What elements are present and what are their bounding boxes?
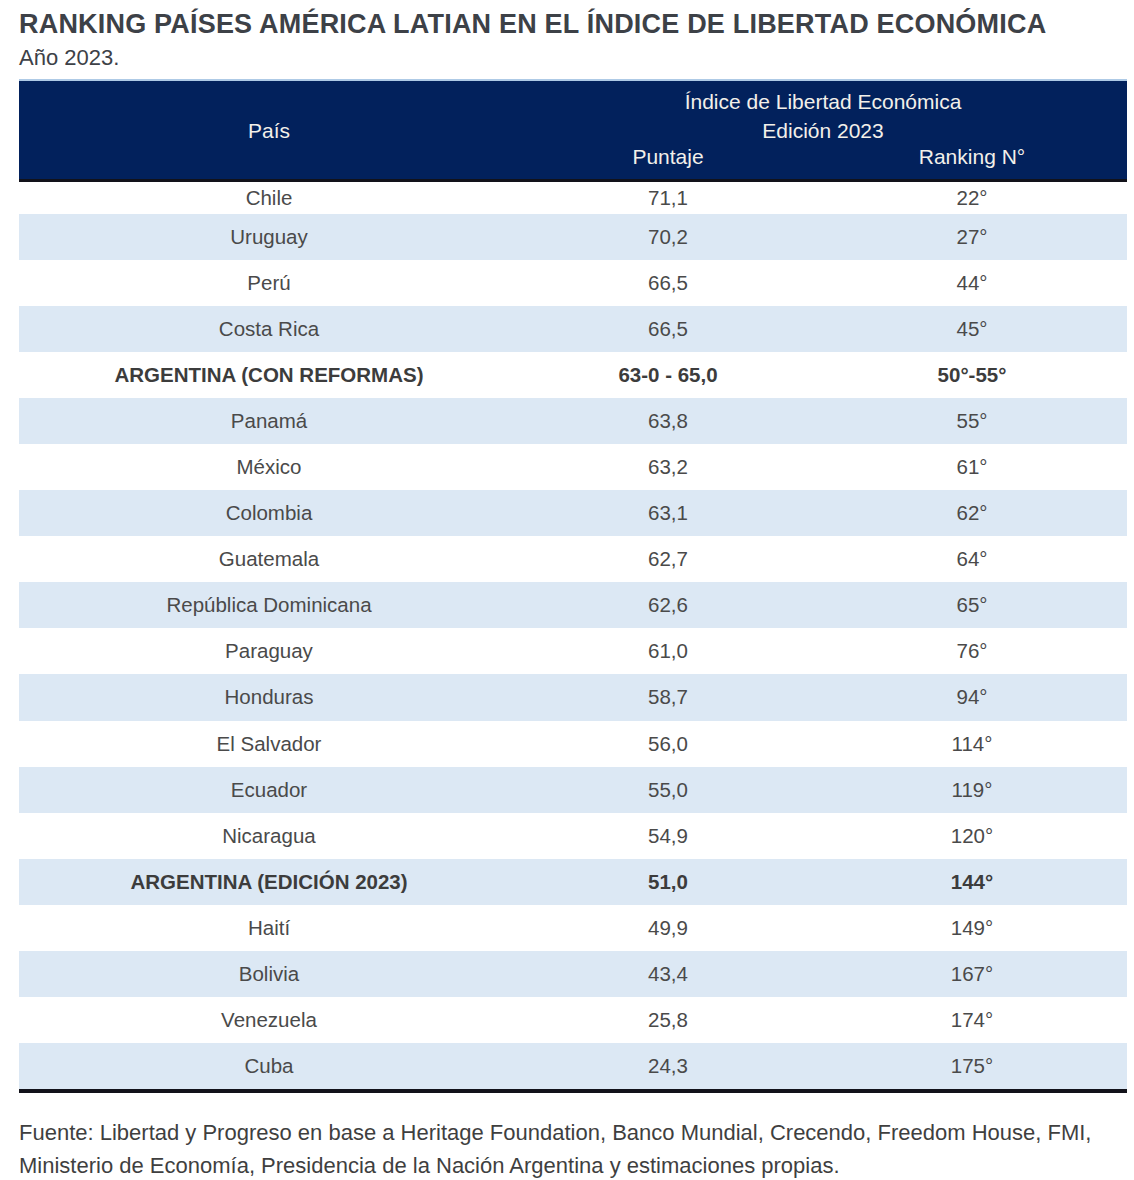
cell-country: Uruguay	[19, 225, 519, 249]
cell-score: 55,0	[519, 778, 817, 802]
cell-country: Paraguay	[19, 639, 519, 663]
column-group-header: Índice de Libertad Económica Edición 202…	[519, 81, 1127, 145]
table-row: Haití 49,9 149°	[19, 905, 1127, 951]
cell-rank: 22°	[817, 186, 1127, 210]
table-body: Chile 71,1 22° Uruguay 70,2 27° Perú 66,…	[19, 182, 1127, 1089]
table-row: Chile 71,1 22°	[19, 182, 1127, 214]
cell-score: 54,9	[519, 824, 817, 848]
cell-rank: 167°	[817, 962, 1127, 986]
cell-country: Cuba	[19, 1054, 519, 1078]
cell-rank: 114°	[817, 732, 1127, 756]
page-subtitle: Año 2023.	[19, 43, 1134, 73]
cell-rank: 174°	[817, 1008, 1127, 1032]
cell-rank: 119°	[817, 778, 1127, 802]
column-header-pais: País	[19, 81, 519, 181]
cell-country: Honduras	[19, 685, 519, 709]
table-row: Panamá 63,8 55°	[19, 398, 1127, 444]
cell-rank: 120°	[817, 824, 1127, 848]
cell-score: 63-0 - 65,0	[519, 363, 817, 387]
cell-country: El Salvador	[19, 732, 519, 756]
table-row: Perú 66,5 44°	[19, 260, 1127, 306]
cell-score: 51,0	[519, 870, 817, 894]
cell-country: Colombia	[19, 501, 519, 525]
table-row: Paraguay 61,0 76°	[19, 628, 1127, 674]
table-row: ARGENTINA (CON REFORMAS) 63-0 - 65,0 50°…	[19, 352, 1127, 398]
table-row: El Salvador 56,0 114°	[19, 721, 1127, 767]
cell-country: Guatemala	[19, 547, 519, 571]
sub-header-row: Puntaje Ranking N°	[519, 145, 1127, 181]
cell-country: México	[19, 455, 519, 479]
cell-rank: 44°	[817, 271, 1127, 295]
table-row: México 63,2 61°	[19, 444, 1127, 490]
cell-country: ARGENTINA (EDICIÓN 2023)	[19, 870, 519, 894]
cell-rank: 62°	[817, 501, 1127, 525]
page: RANKING PAÍSES AMÉRICA LATIAN EN EL ÍNDI…	[0, 0, 1134, 1180]
cell-score: 63,8	[519, 409, 817, 433]
cell-country: Bolivia	[19, 962, 519, 986]
table-row: Cuba 24,3 175°	[19, 1043, 1127, 1089]
source-line-1: Fuente: Libertad y Progreso en base a He…	[19, 1120, 1091, 1145]
cell-country: Chile	[19, 186, 519, 210]
cell-country: Haití	[19, 916, 519, 940]
cell-rank: 64°	[817, 547, 1127, 571]
cell-rank: 27°	[817, 225, 1127, 249]
table-row: Uruguay 70,2 27°	[19, 214, 1127, 260]
cell-country: República Dominicana	[19, 593, 519, 617]
cell-score: 25,8	[519, 1008, 817, 1032]
cell-country: Venezuela	[19, 1008, 519, 1032]
cell-score: 24,3	[519, 1054, 817, 1078]
column-group-line2: Edición 2023	[762, 116, 883, 145]
ranking-table: País Índice de Libertad Económica Edició…	[19, 79, 1127, 1093]
cell-score: 61,0	[519, 639, 817, 663]
source-line-2: Ministerio de Economía, Presidencia de l…	[19, 1153, 840, 1178]
cell-country: Panamá	[19, 409, 519, 433]
cell-country: ARGENTINA (CON REFORMAS)	[19, 363, 519, 387]
table-row: Bolivia 43,4 167°	[19, 951, 1127, 997]
cell-country: Costa Rica	[19, 317, 519, 341]
cell-rank: 61°	[817, 455, 1127, 479]
table-row: República Dominicana 62,6 65°	[19, 582, 1127, 628]
column-group-line1: Índice de Libertad Económica	[685, 87, 962, 116]
cell-score: 43,4	[519, 962, 817, 986]
column-header-puntaje: Puntaje	[519, 145, 817, 181]
cell-score: 70,2	[519, 225, 817, 249]
cell-rank: 65°	[817, 593, 1127, 617]
cell-country: Ecuador	[19, 778, 519, 802]
cell-score: 71,1	[519, 186, 817, 210]
cell-rank: 76°	[817, 639, 1127, 663]
table-row: Venezuela 25,8 174°	[19, 997, 1127, 1043]
table-row: Ecuador 55,0 119°	[19, 767, 1127, 813]
table-row: Nicaragua 54,9 120°	[19, 813, 1127, 859]
table-header-right-group: Índice de Libertad Económica Edición 202…	[519, 81, 1127, 181]
cell-country: Perú	[19, 271, 519, 295]
cell-score: 63,1	[519, 501, 817, 525]
page-title: RANKING PAÍSES AMÉRICA LATIAN EN EL ÍNDI…	[19, 8, 1134, 41]
cell-rank: 50°-55°	[817, 363, 1127, 387]
table-row: Costa Rica 66,5 45°	[19, 306, 1127, 352]
cell-rank: 55°	[817, 409, 1127, 433]
cell-score: 66,5	[519, 317, 817, 341]
table-row: Honduras 58,7 94°	[19, 674, 1127, 720]
source-note: Fuente: Libertad y Progreso en base a He…	[19, 1116, 1129, 1180]
cell-rank: 45°	[817, 317, 1127, 341]
cell-rank: 94°	[817, 685, 1127, 709]
table-row: ARGENTINA (EDICIÓN 2023) 51,0 144°	[19, 859, 1127, 905]
cell-country: Nicaragua	[19, 824, 519, 848]
cell-score: 63,2	[519, 455, 817, 479]
cell-score: 66,5	[519, 271, 817, 295]
cell-rank: 149°	[817, 916, 1127, 940]
cell-score: 49,9	[519, 916, 817, 940]
column-header-ranking: Ranking N°	[817, 145, 1127, 181]
cell-score: 62,7	[519, 547, 817, 571]
cell-score: 56,0	[519, 732, 817, 756]
table-row: Colombia 63,1 62°	[19, 490, 1127, 536]
cell-score: 58,7	[519, 685, 817, 709]
table-row: Guatemala 62,7 64°	[19, 536, 1127, 582]
cell-score: 62,6	[519, 593, 817, 617]
cell-rank: 175°	[817, 1054, 1127, 1078]
cell-rank: 144°	[817, 870, 1127, 894]
table-header: País Índice de Libertad Económica Edició…	[19, 81, 1127, 182]
